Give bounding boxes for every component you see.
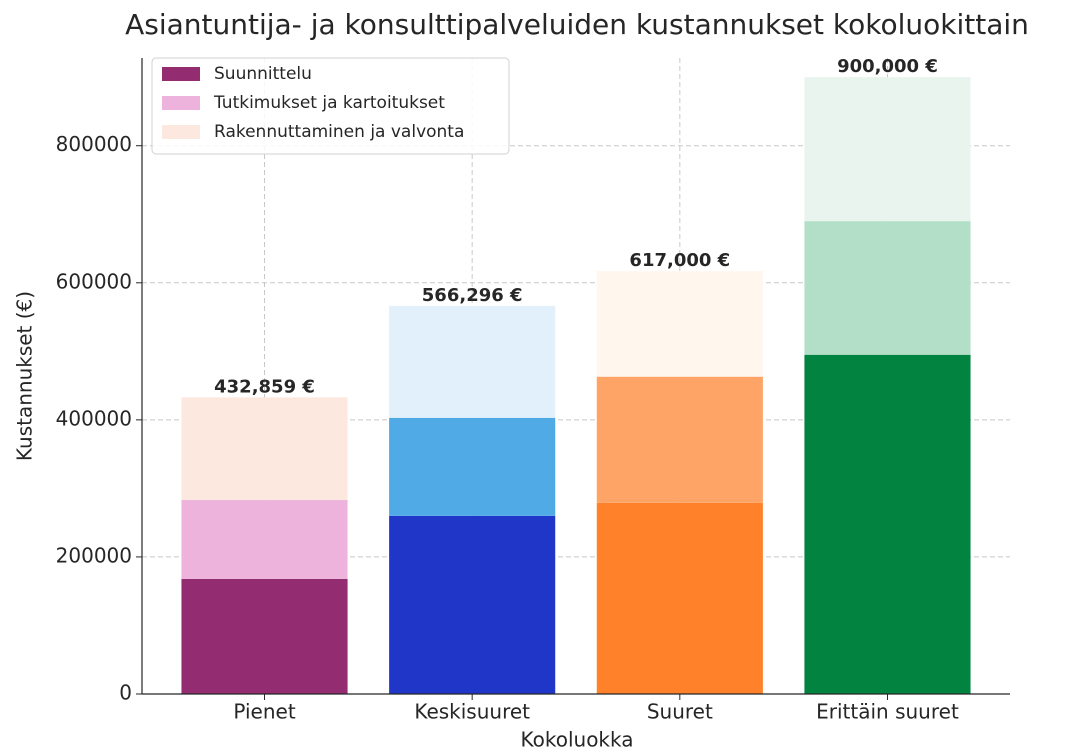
x-axis-label: Kokoluokka xyxy=(521,728,634,752)
bar-segment xyxy=(181,397,348,501)
bar-segment xyxy=(389,417,556,516)
bar-segment xyxy=(804,77,971,222)
y-tick-label: 200000 xyxy=(56,543,132,567)
axes: 0 200000 400000 600000 800000 Pienet Keskisuur… xyxy=(56,58,1010,724)
y-axis-label: Kustannukset (€) xyxy=(13,291,37,461)
bar-segment xyxy=(804,221,971,355)
bar-segment xyxy=(389,305,556,418)
legend-swatch xyxy=(162,67,200,81)
bar-segment xyxy=(389,515,556,694)
legend-swatch xyxy=(162,96,200,110)
legend-label: Suunnittelu xyxy=(214,64,312,84)
x-tick-label: Keskisuuret xyxy=(414,700,530,724)
total-label: 617,000 € xyxy=(629,250,730,271)
chart-title: Asiantuntija- ja konsulttipalveluiden ku… xyxy=(125,8,1029,41)
bar-segment xyxy=(804,354,971,694)
bars: 432,859 € 566,296 € 617,000 € 900,000 € xyxy=(181,56,971,694)
legend-label: Tutkimukset ja kartoitukset xyxy=(213,93,445,113)
bar-segment xyxy=(596,271,763,377)
bar-segment xyxy=(596,376,763,503)
y-tick-label: 800000 xyxy=(56,132,132,156)
x-tick-label: Erittäin suuret xyxy=(816,700,959,724)
bar-segment xyxy=(181,500,348,579)
legend-swatch xyxy=(162,125,200,139)
x-tick-label: Pienet xyxy=(233,700,295,724)
y-tick-label: 400000 xyxy=(56,406,132,430)
y-tick-label: 600000 xyxy=(56,269,132,293)
legend: Suunnittelu Tutkimukset ja kartoitukset Ra… xyxy=(151,57,510,155)
legend-label: Rakennuttaminen ja valvonta xyxy=(214,122,464,142)
y-tick-label: 0 xyxy=(119,681,132,705)
total-label: 432,859 € xyxy=(214,376,315,397)
total-label: 900,000 € xyxy=(837,56,938,77)
bar-segment xyxy=(181,578,348,694)
legend-box xyxy=(151,57,510,155)
x-tick-label: Suuret xyxy=(647,700,713,724)
total-label: 566,296 € xyxy=(422,285,523,306)
bar-segment xyxy=(596,502,763,694)
